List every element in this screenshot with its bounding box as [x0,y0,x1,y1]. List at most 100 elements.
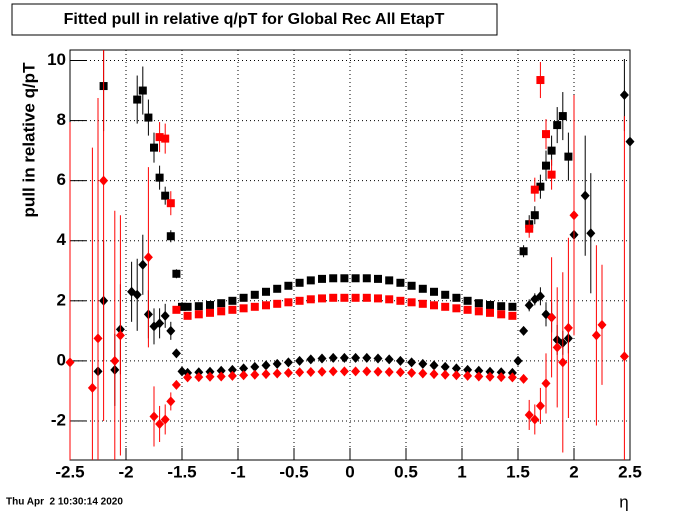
diamond-marker [272,358,282,369]
diamond-marker [507,372,517,383]
diamond-marker [558,357,568,368]
square-marker [183,311,192,320]
square-marker [166,199,175,208]
square-marker [284,281,293,290]
diamond-marker [451,363,461,374]
diamond-marker [155,418,165,429]
square-marker [374,274,382,283]
diamond-marker [283,357,293,368]
diamond-marker [407,367,417,378]
square-marker [385,276,394,285]
diamond-marker [138,259,148,270]
square-marker [396,296,405,305]
square-marker [519,247,528,256]
x-tick-label: -1 [230,462,245,481]
square-marker [194,310,203,319]
square-marker [486,308,494,317]
diamond-marker [115,330,125,341]
square-marker [497,302,506,311]
x-tick-label: 2 [569,462,578,481]
square-marker [536,182,545,191]
x-tick-label: 0.5 [394,462,418,481]
square-marker [172,305,181,314]
diamond-marker [474,365,484,376]
diamond-marker [373,366,383,377]
diamond-marker [132,289,142,300]
y-tick-label: 8 [57,110,66,129]
square-marker [553,121,562,130]
square-marker [329,274,338,283]
square-marker [530,185,539,194]
diamond-marker [239,363,249,374]
diamond-marker [541,378,551,389]
square-marker [441,290,450,299]
diamond-marker [87,382,97,393]
square-marker [396,278,405,287]
diamond-marker [328,366,338,377]
diamond-marker [216,371,226,382]
square-marker [340,274,349,283]
diamond-marker [463,364,473,375]
diamond-marker [227,370,237,381]
diamond-marker [272,368,282,379]
diamond-marker [194,372,204,383]
square-marker [329,293,338,302]
square-marker [362,274,371,283]
y-tick-label: 2 [57,290,66,309]
diamond-marker [384,354,394,365]
square-marker [463,296,472,305]
y-tick-label: 6 [57,170,66,189]
square-marker [161,134,170,143]
square-marker [155,173,164,182]
square-marker [262,287,270,296]
diamond-marker [373,353,383,364]
diamond-marker [283,367,293,378]
square-marker [155,133,164,142]
diamond-marker [530,414,540,425]
diamond-marker [395,355,405,366]
diamond-marker [395,367,405,378]
diamond-marker [524,300,534,311]
diamond-marker [384,366,394,377]
square-marker [250,302,259,311]
square-marker [430,287,438,296]
square-marker [306,295,315,304]
square-marker [206,308,214,317]
square-marker [295,296,304,305]
x-axis-label: η [619,492,628,511]
x-tick-label: -2.5 [55,462,84,481]
diamond-marker [519,373,529,384]
y-tick-label: 4 [57,230,67,249]
diamond-marker [535,291,545,302]
diamond-marker [205,371,215,382]
diamond-marker [149,411,159,422]
diamond-marker [362,352,372,363]
x-tick-label: -1.5 [167,462,196,481]
diamond-marker [485,366,495,377]
square-marker [138,86,147,95]
diamond-marker [295,367,305,378]
diamond-marker [418,368,428,379]
diamond-marker [171,379,181,390]
square-marker [161,191,170,200]
square-marker [150,143,158,152]
diamond-marker [496,372,506,383]
x-tick-label: 0 [345,462,354,481]
y-axis-label: pull in relative q/pT [19,62,38,218]
square-marker [407,281,416,290]
square-marker [547,146,556,155]
diamond-marker [261,369,271,380]
diamond-marker [552,342,562,353]
diamond-marker [250,361,260,372]
diamond-marker [65,357,75,368]
square-marker [228,305,237,314]
diamond-marker [524,409,534,420]
diamond-marker [261,360,271,371]
diamond-marker [166,325,176,336]
diamond-marker [328,352,338,363]
square-marker [340,293,349,302]
diamond-marker [227,364,237,375]
square-marker [474,307,483,316]
diamond-marker [362,366,372,377]
square-marker [284,298,293,307]
